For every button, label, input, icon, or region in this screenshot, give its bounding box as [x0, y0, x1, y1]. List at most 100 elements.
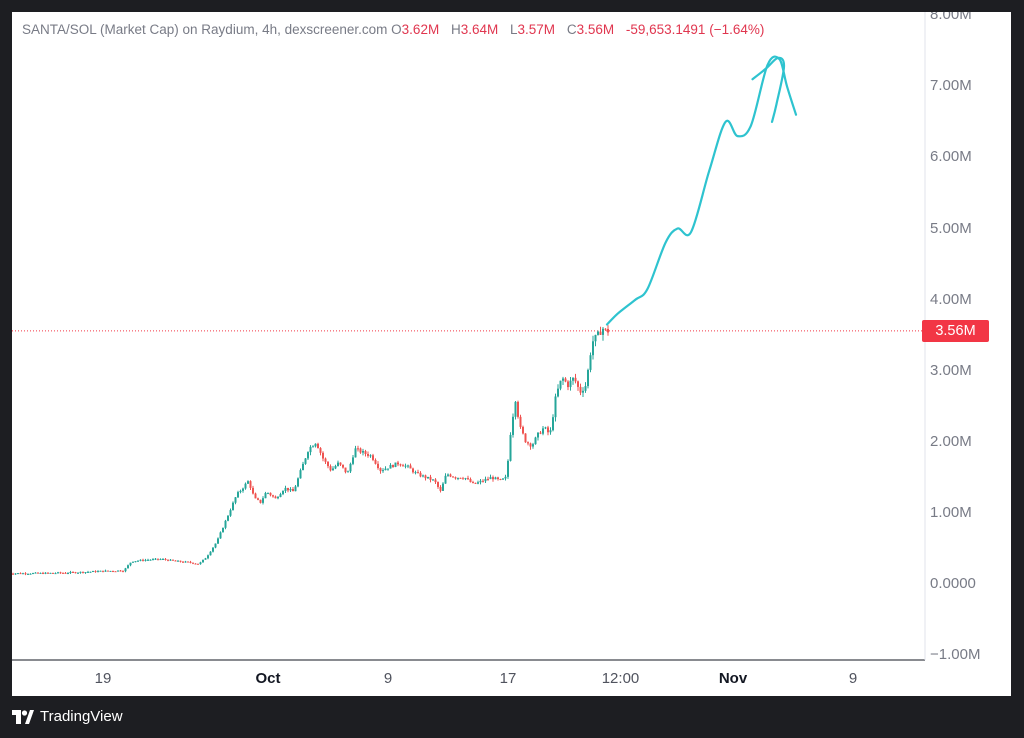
- candle-body: [532, 444, 534, 447]
- time-tick-label: Nov: [718, 670, 748, 687]
- candle-body: [262, 498, 264, 503]
- candle-body: [494, 477, 497, 480]
- candle-body: [394, 462, 397, 468]
- candle-body: [59, 572, 62, 574]
- chart-panel[interactable]: SANTA/SOL (Market Cap) on Raydium, 4h, d…: [12, 12, 1011, 696]
- candle-body: [119, 570, 122, 572]
- candle-body: [112, 570, 114, 572]
- candle-body: [57, 572, 59, 574]
- candle-body: [414, 472, 417, 474]
- candle-body: [314, 443, 317, 447]
- candle-body: [509, 434, 512, 461]
- candle-body: [12, 573, 14, 575]
- legend-low-label: L: [510, 22, 518, 37]
- candle-body: [69, 571, 72, 574]
- candle-body: [227, 515, 229, 521]
- candle-body: [214, 543, 217, 548]
- candle-body: [232, 502, 234, 511]
- candle-body: [82, 571, 84, 573]
- candle-body: [527, 442, 529, 444]
- candle-body: [19, 573, 22, 575]
- candle-body: [157, 558, 159, 560]
- candle-body: [372, 455, 374, 460]
- candle-body: [17, 573, 19, 575]
- candle-body: [54, 573, 57, 575]
- candle-body: [217, 538, 219, 544]
- candle-body: [442, 483, 444, 491]
- candle-body: [422, 475, 424, 477]
- candle-body: [294, 486, 297, 492]
- candle-body: [599, 331, 602, 335]
- candle-body: [42, 572, 44, 574]
- candle-body: [32, 573, 34, 575]
- candle-body: [482, 480, 484, 482]
- chart-canvas[interactable]: [12, 12, 1011, 696]
- candle-body: [317, 443, 319, 449]
- candle-body: [607, 328, 609, 333]
- candle-body: [79, 571, 82, 573]
- candle-body: [602, 328, 604, 335]
- legend-symbol: SANTA/SOL (Market Cap) on Raydium, 4h, d…: [22, 22, 388, 37]
- candle-body: [72, 571, 74, 573]
- candle-body: [514, 401, 517, 417]
- candle-body: [597, 331, 599, 335]
- candle-body: [512, 416, 514, 435]
- candle-body: [582, 390, 584, 393]
- legend-high-value: 3.64M: [460, 22, 499, 37]
- candle-body: [417, 472, 419, 474]
- candle-body: [92, 571, 94, 573]
- candle-body: [277, 497, 279, 499]
- candle-body: [464, 478, 467, 480]
- candle-body: [169, 559, 172, 561]
- candle-body: [384, 468, 387, 471]
- candle-body: [159, 559, 162, 561]
- candle-body: [299, 470, 302, 479]
- candle-body: [224, 520, 227, 528]
- candle-body: [462, 478, 464, 480]
- candle-body: [309, 446, 312, 453]
- candle-body: [132, 561, 134, 563]
- candle-body: [584, 386, 587, 391]
- candle-body: [24, 573, 27, 575]
- candle-body: [529, 443, 532, 447]
- candle-body: [292, 488, 294, 492]
- candle-body: [234, 497, 237, 503]
- candle-body: [524, 433, 527, 443]
- candle-body: [419, 472, 422, 477]
- time-tick-label: 17: [499, 670, 517, 687]
- candle-body: [344, 467, 347, 473]
- candle-body: [432, 479, 434, 481]
- candle-body: [47, 572, 49, 574]
- candle-body: [409, 465, 412, 469]
- candle-body: [547, 427, 549, 433]
- tradingview-logo-icon: [12, 709, 34, 724]
- candle-body: [449, 474, 452, 477]
- projection-drawing-loop: [751, 56, 786, 123]
- candle-body: [379, 468, 382, 472]
- candle-body: [539, 432, 542, 434]
- legend-open-value: 3.62M: [401, 22, 440, 37]
- candle-body: [479, 480, 482, 483]
- candle-body: [164, 558, 167, 560]
- candle-body: [407, 465, 409, 467]
- candle-body: [589, 355, 592, 370]
- legend-change: -59,653.1491 (−1.64%): [625, 22, 765, 37]
- price-tick-label: 3.00M: [930, 361, 972, 379]
- candle-body: [189, 561, 192, 563]
- candle-body: [492, 477, 494, 480]
- candle-body: [402, 465, 404, 467]
- candle-body: [307, 452, 309, 459]
- legend-close-value: 3.56M: [576, 22, 615, 37]
- candle-body: [457, 477, 459, 479]
- candle-body: [507, 460, 509, 477]
- candle-body: [259, 499, 262, 503]
- candle-body: [192, 562, 194, 564]
- candle-body: [424, 475, 427, 479]
- candle-body: [604, 328, 607, 330]
- time-tick-label: 9: [383, 670, 393, 687]
- candle-body: [29, 573, 32, 575]
- candle-body: [574, 377, 577, 382]
- projection-drawing: [605, 55, 798, 326]
- tradingview-branding[interactable]: TradingView: [12, 708, 123, 725]
- candle-body: [369, 455, 372, 457]
